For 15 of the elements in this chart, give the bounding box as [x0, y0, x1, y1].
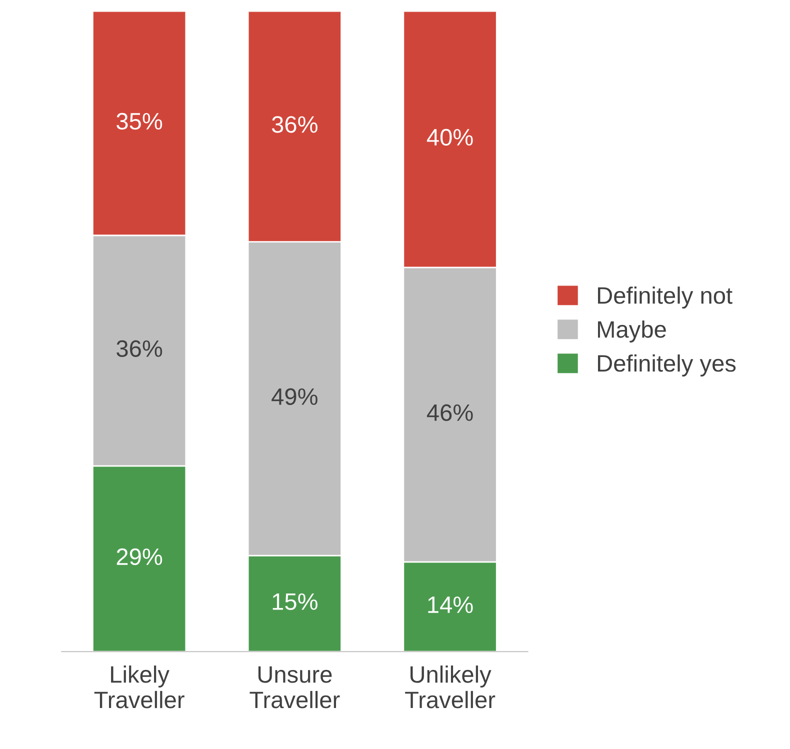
legend-label: Definitely not — [598, 286, 732, 309]
data-label: 15% — [272, 593, 318, 610]
x-tick-label: Unlikely Traveller — [405, 666, 496, 708]
data-label: 14% — [428, 596, 473, 614]
x-tick-label: Unsure Traveller — [250, 666, 340, 708]
data-label: 36% — [116, 340, 162, 357]
data-label: 36% — [272, 116, 318, 133]
x-tick-label: Likely Traveller — [94, 666, 184, 708]
legend-label: Maybe — [598, 320, 666, 342]
data-label: 35% — [116, 112, 162, 130]
data-label: 49% — [272, 388, 318, 406]
data-label: 29% — [116, 548, 162, 566]
legend-label: Definitely yes — [598, 354, 736, 376]
data-label: 46% — [426, 404, 473, 422]
data-label: 40% — [426, 128, 473, 146]
